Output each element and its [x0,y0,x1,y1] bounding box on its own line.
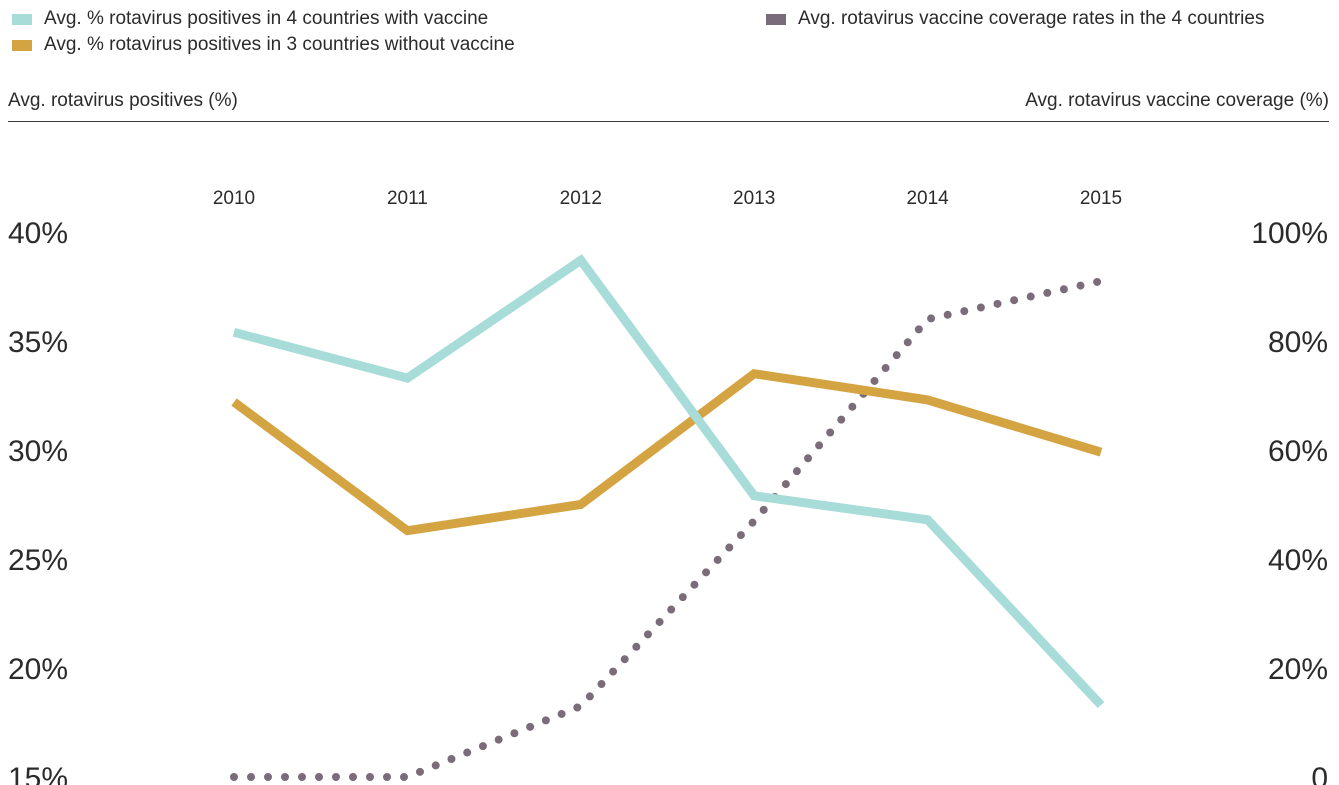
left-y-tick-label: 25% [8,544,68,577]
left-y-tick-label: 20% [8,653,68,686]
right-y-tick-label: 40% [1268,544,1328,577]
header-rule [8,121,1329,122]
x-tick-label: 2013 [733,188,775,209]
right-axis-title: Avg. rotavirus vaccine coverage (%) [1025,90,1329,111]
left-y-tick-label: 30% [8,435,68,468]
legend-swatch-coverage [766,13,786,25]
right-y-tick-label: 20% [1268,653,1328,686]
x-tick-label: 2015 [1080,188,1122,209]
legend-label-coverage: Avg. rotavirus vaccine coverage rates in… [798,8,1265,29]
x-tick-label: 2010 [213,188,255,209]
left-y-tick-label: 35% [8,326,68,359]
right-y-tick-label: 0 [1311,762,1328,785]
series-line-coverage [230,277,1105,781]
right-y-tick-label: 80% [1268,326,1328,359]
left-y-tick-label: 15% [8,762,68,785]
legend-swatch-with-vaccine [12,13,32,25]
legend: Avg. % rotavirus positives in 4 countrie… [0,0,1339,70]
legend-item-with-vaccine: Avg. % rotavirus positives in 4 countrie… [12,8,488,30]
right-y-tick-label: 100% [1251,217,1328,250]
x-tick-label: 2012 [560,188,602,209]
left-y-tick-label: 40% [8,217,68,250]
legend-label-without-vaccine: Avg. % rotavirus positives in 3 countrie… [44,34,515,55]
legend-item-without-vaccine: Avg. % rotavirus positives in 3 countrie… [12,34,515,56]
legend-swatch-without-vaccine [12,39,32,51]
series-line-without-vaccine [231,368,1103,536]
left-axis-title: Avg. rotavirus positives (%) [8,90,238,111]
legend-item-coverage: Avg. rotavirus vaccine coverage rates in… [766,8,1264,30]
legend-label-with-vaccine: Avg. % rotavirus positives in 4 countrie… [44,8,489,29]
right-y-tick-label: 60% [1268,435,1328,468]
x-tick-label: 2014 [906,188,949,209]
x-tick-label: 2011 [387,188,428,209]
series-line-with-vaccine [232,254,1105,709]
